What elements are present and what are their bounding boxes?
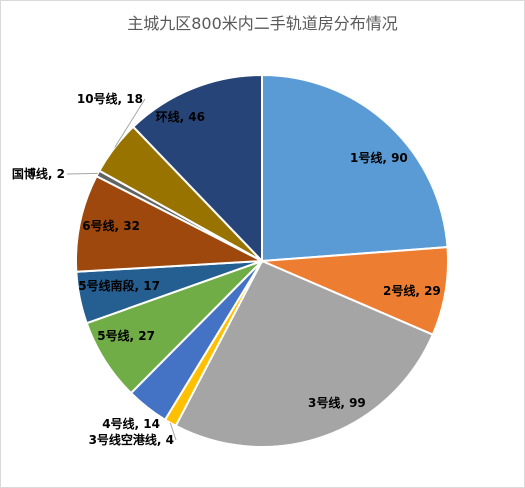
data-label-4: 3号线空港线, 4 — [89, 432, 174, 447]
leader-line-10 — [114, 98, 146, 148]
chart-title: 主城九区800米内二手轨道房分布情况 — [127, 14, 398, 33]
data-label-1: 1号线, 90 — [350, 150, 408, 165]
data-label-3: 3号线, 99 — [308, 395, 366, 410]
data-label-10: 10号线, 18 — [77, 91, 143, 106]
data-label-5: 4号线, 14 — [102, 416, 160, 431]
pie-slice-1 — [261, 73, 449, 263]
data-label-11: 环线, 46 — [156, 109, 205, 124]
pie-slice-8 — [74, 174, 266, 273]
data-label-8: 6号线, 32 — [82, 218, 140, 233]
data-label-6: 5号线, 27 — [97, 328, 155, 343]
pie-slice-3 — [174, 259, 435, 449]
pie-slice-11 — [131, 73, 263, 264]
leader-line-9 — [66, 172, 98, 175]
data-label-7: 5号线南段, 17 — [78, 278, 160, 293]
data-label-2: 2号线, 29 — [383, 283, 441, 298]
data-label-9: 国博线, 2 — [12, 166, 65, 181]
leader-line-4 — [169, 422, 177, 441]
